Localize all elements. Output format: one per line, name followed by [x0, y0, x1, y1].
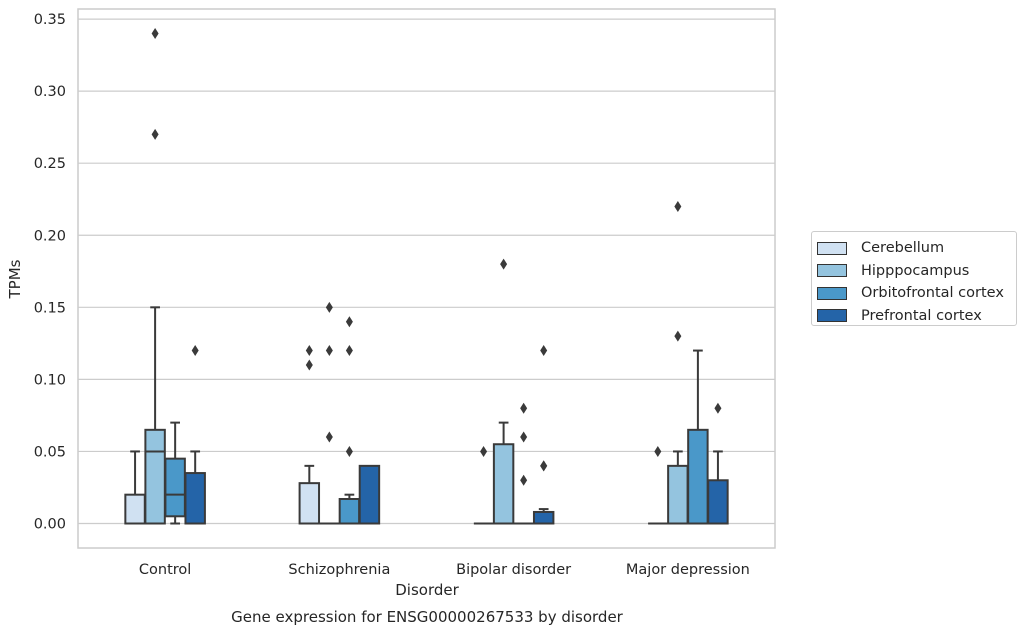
box-body — [338, 498, 361, 525]
box-2-2 — [513, 402, 534, 525]
box-body — [687, 428, 709, 525]
legend-swatch — [817, 309, 847, 323]
outlier-marker — [151, 128, 159, 140]
legend-swatch — [817, 286, 847, 300]
outlier-marker — [654, 445, 662, 457]
y-tick-label: 0.00 — [34, 517, 66, 533]
legend-item: Orbitofrontal cortex — [817, 282, 1016, 305]
box-1-1 — [319, 301, 340, 525]
legend-label: Cerebellum — [861, 240, 945, 257]
box-body — [184, 472, 206, 525]
box-0-0 — [124, 450, 146, 525]
outlier-marker — [500, 258, 508, 270]
outlier-marker — [520, 402, 528, 414]
box-1-0 — [298, 345, 321, 525]
legend-label: Prefrontal cortex — [861, 307, 982, 324]
y-tick-label: 0.25 — [34, 156, 66, 172]
legend-swatch — [817, 241, 847, 255]
outlier-marker — [674, 200, 682, 212]
y-tick-label: 0.30 — [34, 84, 66, 100]
box-3-3 — [707, 402, 729, 525]
box-body — [164, 457, 186, 518]
plot-border — [77, 8, 776, 549]
box-body — [298, 482, 321, 525]
box-body — [492, 443, 515, 525]
box-3-0 — [648, 445, 668, 525]
outlier-marker — [151, 28, 159, 39]
box-2-1 — [492, 258, 515, 525]
x-tick-label: Control — [139, 562, 191, 578]
chart-title: Gene expression for ENSG00000267533 by d… — [231, 608, 624, 626]
box-2-3 — [532, 345, 555, 525]
legend-item: Hipppocampus — [817, 260, 1016, 283]
outlier-marker — [325, 301, 333, 313]
legend: Cerebellum Hipppocampus Orbitofrontal cort… — [811, 231, 1017, 326]
box-groups — [124, 28, 729, 525]
y-tick-label: 0.20 — [34, 228, 66, 244]
outlier-marker — [345, 345, 353, 357]
outlier-marker — [345, 316, 353, 328]
outlier-marker — [325, 431, 333, 443]
y-axis-label: TPMs — [6, 259, 24, 299]
outlier-marker — [305, 345, 313, 357]
box-body — [124, 493, 146, 525]
outlier-marker — [305, 359, 313, 371]
box-1-3 — [358, 464, 381, 525]
outlier-marker — [540, 460, 548, 472]
box-2-0 — [473, 445, 494, 525]
legend-label: Orbitofrontal cortex — [861, 285, 1004, 302]
outlier-marker — [191, 345, 199, 357]
outlier-marker — [520, 474, 528, 486]
box-body — [358, 464, 381, 525]
y-tick-label: 0.35 — [34, 12, 66, 28]
x-tick-label: Bipolar disorder — [456, 562, 571, 578]
box-1-2 — [338, 316, 361, 525]
box-3-2 — [687, 349, 709, 525]
y-tick-label: 0.10 — [34, 372, 66, 388]
y-tick-label: 0.05 — [34, 444, 66, 460]
box-body — [707, 479, 729, 525]
plot-frame — [77, 8, 776, 549]
box-0-2 — [164, 421, 186, 525]
y-tick-label: 0.15 — [34, 300, 66, 316]
legend-item: Prefrontal cortex — [817, 305, 1016, 328]
x-axis-label: Disorder — [395, 581, 459, 599]
outlier-marker — [674, 330, 682, 342]
y-tick-labels: 0.00 0.05 0.10 0.15 0.20 0.25 0.30 0.35 — [34, 12, 66, 532]
outlier-marker — [540, 345, 548, 357]
outlier-marker — [480, 445, 488, 457]
outlier-marker — [325, 345, 333, 357]
outlier-marker — [520, 431, 528, 443]
box-0-3 — [184, 345, 206, 525]
x-tick-label: Major depression — [626, 562, 750, 578]
outlier-marker — [714, 402, 722, 414]
box-0-1 — [144, 28, 166, 525]
box-body — [532, 510, 555, 525]
x-tick-label: Schizophrenia — [288, 562, 390, 578]
box-body — [144, 428, 166, 525]
outlier-marker — [345, 445, 353, 457]
x-tick-labels: Control Schizophrenia Bipolar disorder Majo… — [139, 562, 750, 578]
legend-swatch — [817, 264, 847, 278]
box-3-1 — [667, 200, 689, 525]
grid-lines — [78, 18, 775, 525]
legend-item: Cerebellum — [817, 237, 1016, 260]
box-body — [667, 464, 689, 525]
legend-label: Hipppocampus — [861, 262, 970, 279]
